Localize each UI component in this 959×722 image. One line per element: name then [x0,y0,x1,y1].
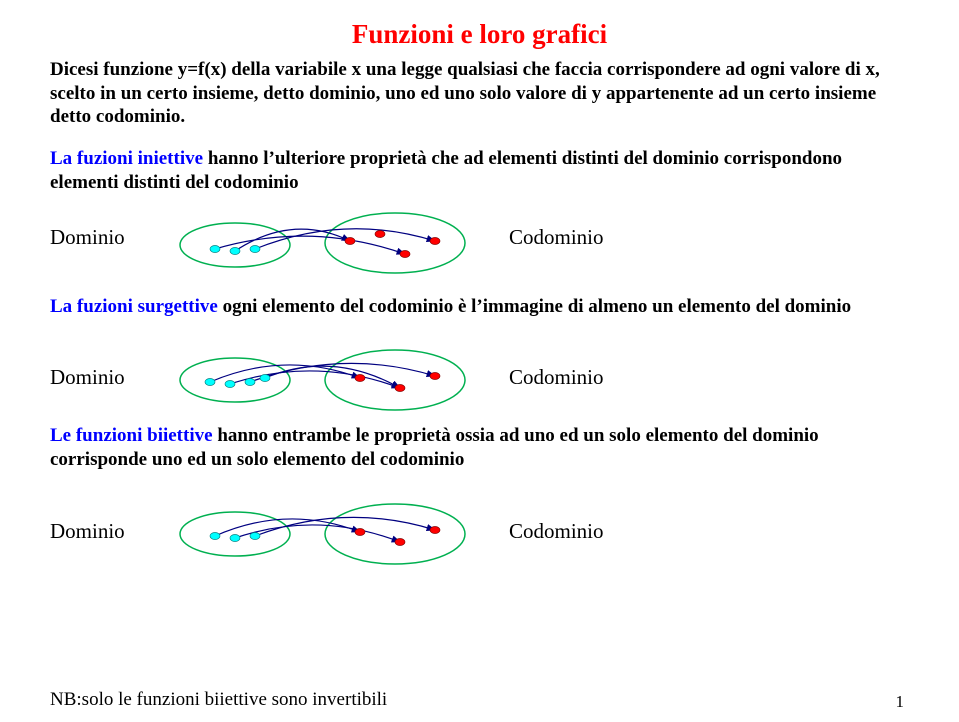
dominio-label: Dominio [50,224,165,250]
dominio-label: Dominio [50,518,165,544]
biiettive-lead: Le funzioni biiettive [50,425,213,446]
surgettive-diagram [175,338,485,416]
surgettive-lead: La fuzioni surgettive [50,296,218,317]
iniettive-diagram-row: Dominio Codominio [50,199,909,277]
definition-paragraph: Dicesi funzione y=f(x) della variabile x… [50,58,909,129]
biiettive-diagram-row: Dominio Codominio [50,492,909,570]
codominio-label: Codominio [509,518,604,544]
surgettive-paragraph: La fuzioni surgettive ogni elemento del … [50,295,909,319]
codominio-label: Codominio [509,224,604,250]
biiettive-diagram [175,492,485,570]
codominio-label: Codominio [509,364,604,390]
surgettive-rest: ogni elemento del codominio è l’immagine… [218,296,851,317]
footnote: NB:solo le funzioni biiettive sono inver… [50,688,387,712]
biiettive-paragraph: Le funzioni biiettive hanno entrambe le … [50,424,909,472]
iniettive-paragraph: La fuzioni iniettive hanno l’ulteriore p… [50,147,909,195]
page-title: Funzioni e loro grafici [50,18,909,52]
iniettive-diagram [175,199,485,277]
iniettive-lead: La fuzioni iniettive [50,148,203,169]
surgettive-diagram-row: Dominio Codominio [50,338,909,416]
page-number: 1 [896,691,905,712]
dominio-label: Dominio [50,364,165,390]
